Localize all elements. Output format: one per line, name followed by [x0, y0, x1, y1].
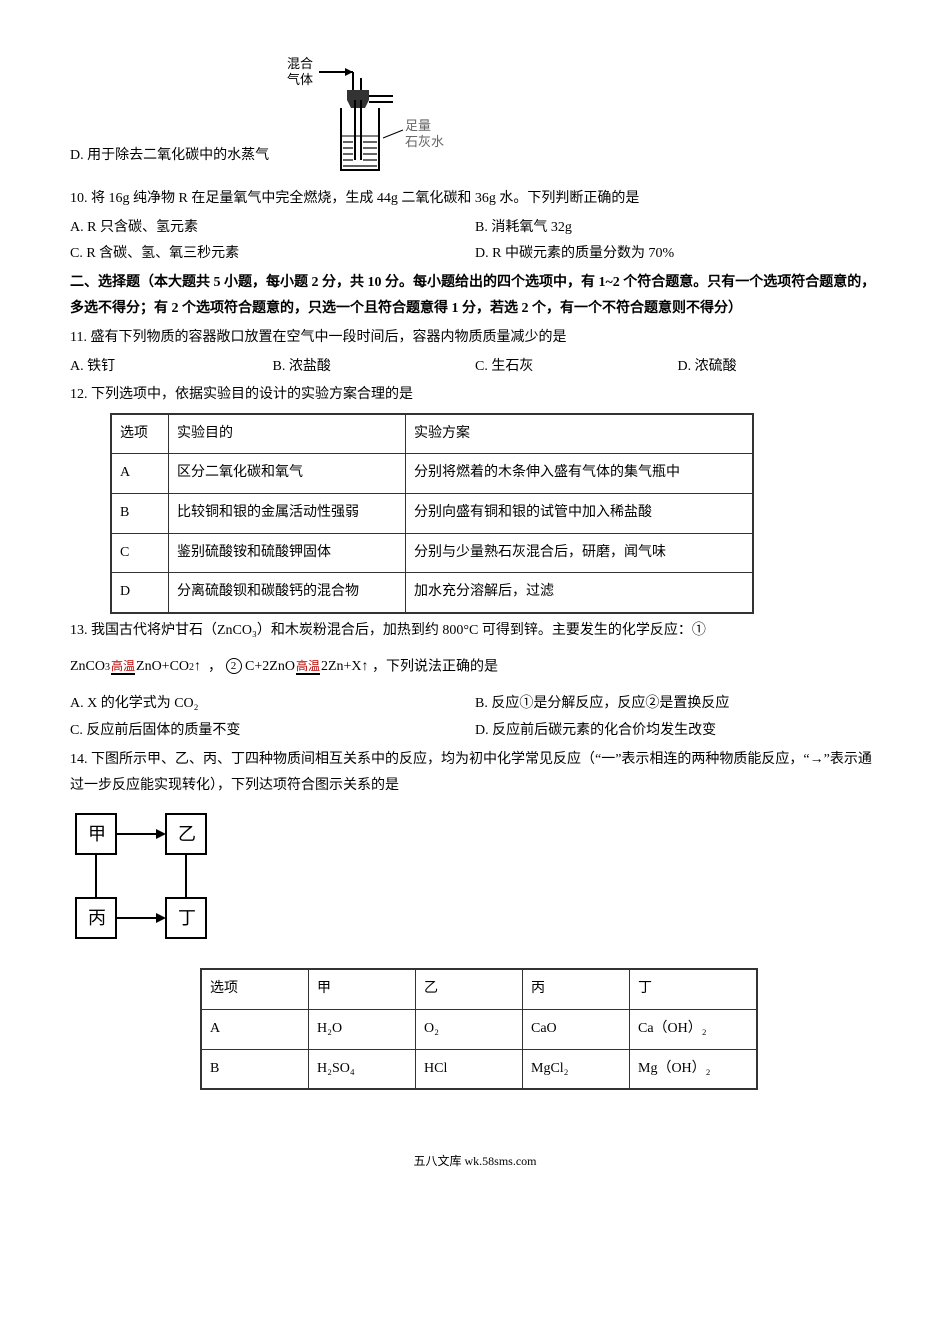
svg-text:丙: 丙 [88, 908, 106, 928]
q13-stem: 13. 我国古代将炉甘石（ZnCO₃）和木炭粉混合后，加热到约 800°C 可得… [70, 618, 880, 645]
apparatus-diagram: 混合 气体 足量 石灰水 [275, 50, 475, 180]
svg-text:甲: 甲 [88, 824, 106, 844]
q13-tail: ，下列说法正确的是 [372, 660, 498, 675]
q13-b: B. 反应①是分解反应，反应②是置换反应 [475, 691, 880, 718]
q13-equation: ZnCO3 高温 ZnO+CO2↑ [70, 654, 201, 681]
col-purpose: 实验目的 [169, 414, 406, 454]
section2-heading: 二、选择题（本大题共 5 小题，每小题 2 分，共 10 分。每小题给出的四个选… [70, 270, 880, 323]
circled-2-icon: 2 [226, 658, 242, 674]
water-label2: 石灰水 [405, 134, 444, 149]
page-footer: 五八文库 wk.58sms.com [70, 1150, 880, 1173]
q14-diagram: 甲 乙 丙 丁 [70, 808, 220, 959]
table-row: 选项 甲 乙 丙 丁 [201, 969, 757, 1009]
mix-label: 混合 [287, 56, 313, 71]
option-d-q9: D. 用于除去二氧化碳中的水蒸气 [70, 143, 275, 178]
condition-high-temp: 高温 [296, 660, 320, 675]
q11-b: B. 浓盐酸 [273, 354, 476, 381]
table-row: A 区分二氧化碳和氧气 分别将燃着的木条伸入盛有气体的集气瓶中 [111, 454, 753, 494]
q14-stem: 14. 下图所示甲、乙、丙、丁四种物质间相互关系中的反应，均为初中化学常见反应（… [70, 747, 880, 800]
q12-table: 选项 实验目的 实验方案 A 区分二氧化碳和氧气 分别将燃着的木条伸入盛有气体的… [110, 413, 754, 614]
col-option: 选项 [111, 414, 169, 454]
table-row: 选项 实验目的 实验方案 [111, 414, 753, 454]
q13-equation2: C+2ZnO 高温 2Zn+X↑ [245, 654, 368, 681]
q13-a: A. X 的化学式为 CO₂ [70, 691, 475, 718]
table-row: B H₂SO₄ HCl MgCl₂ Mg（OH）₂ [201, 1049, 757, 1089]
svg-text:乙: 乙 [178, 824, 196, 844]
col-plan: 实验方案 [406, 414, 754, 454]
water-label: 足量 [405, 118, 431, 133]
q14-table: 选项 甲 乙 丙 丁 A H₂O O₂ CaO Ca（OH）₂ B H₂SO₄ … [200, 968, 758, 1090]
svg-text:丁: 丁 [178, 908, 196, 928]
table-row: A H₂O O₂ CaO Ca（OH）₂ [201, 1009, 757, 1049]
table-row: D 分离硫酸钡和碳酸钙的混合物 加水充分溶解后，过滤 [111, 573, 753, 613]
q10-a: A. R 只含碳、氢元素 [70, 215, 475, 242]
mix-label2: 气体 [287, 72, 313, 87]
q11-d: D. 浓硫酸 [678, 354, 881, 381]
q11-c: C. 生石灰 [475, 354, 678, 381]
q11-a: A. 铁钉 [70, 354, 273, 381]
q11-stem: 11. 盛有下列物质的容器敞口放置在空气中一段时间后，容器内物质质量减少的是 [70, 325, 880, 352]
table-row: C 鉴别硫酸铵和硫酸钾固体 分别与少量熟石灰混合后，研磨，闻气味 [111, 533, 753, 573]
q10-stem: 10. 将 16g 纯净物 R 在足量氧气中完全燃烧，生成 44g 二氧化碳和 … [70, 186, 880, 213]
q10-d: D. R 中碳元素的质量分数为 70% [475, 241, 880, 268]
q13-d: D. 反应前后碳元素的化合价均发生改变 [475, 718, 880, 745]
q13-c: C. 反应前后固体的质量不变 [70, 718, 475, 745]
q10-b: B. 消耗氧气 32g [475, 215, 880, 242]
q10-c: C. R 含碳、氢、氧三秒元素 [70, 241, 475, 268]
q12-stem: 12. 下列选项中，依据实验目的设计的实验方案合理的是 [70, 382, 880, 409]
condition-high-temp: 高温 [111, 660, 135, 675]
table-row: B 比较铜和银的金属活动性强弱 分别向盛有铜和银的试管中加入稀盐酸 [111, 493, 753, 533]
